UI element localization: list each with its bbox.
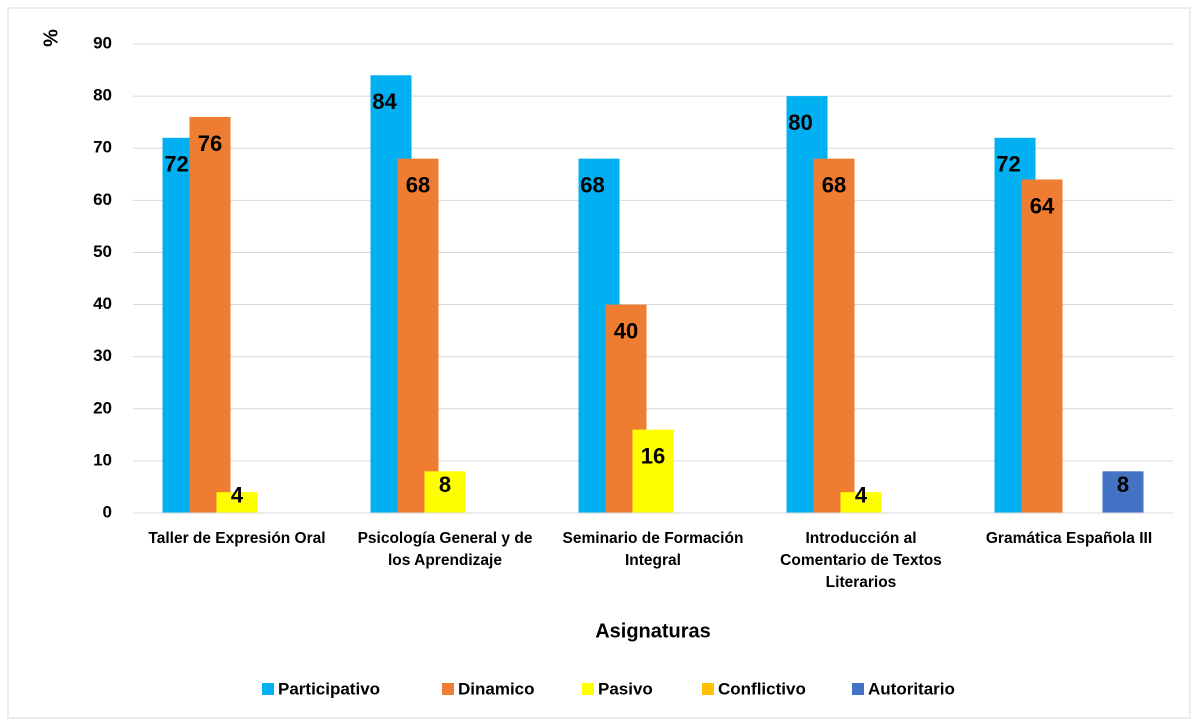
y-tick-label: 40	[93, 294, 112, 313]
y-tick-label: 80	[93, 86, 112, 105]
bar	[189, 116, 231, 513]
legend-label: Autoritario	[868, 679, 955, 698]
legend-swatch	[702, 683, 714, 695]
bar	[632, 429, 674, 513]
bar	[397, 158, 439, 513]
y-tick-label: 30	[93, 346, 112, 365]
legend-swatch	[582, 683, 594, 695]
y-tick-label: 60	[93, 190, 112, 209]
y-axis-title: %	[40, 29, 62, 47]
legend-label: Pasivo	[598, 679, 653, 698]
bar	[840, 492, 882, 513]
legend-swatch	[442, 683, 454, 695]
data-label: 84	[372, 89, 397, 114]
data-label: 8	[439, 472, 451, 497]
x-tick-label: Gramática Española III	[985, 530, 1153, 547]
x-axis-title: Asignaturas	[595, 620, 711, 642]
data-label: 76	[198, 131, 222, 156]
y-tick-label: 10	[93, 450, 112, 469]
bar	[1102, 471, 1144, 513]
legend-label: Dinamico	[458, 679, 535, 698]
data-label: 4	[855, 482, 868, 507]
legend-label: Conflictivo	[718, 679, 806, 698]
bar	[1021, 179, 1063, 513]
legend-swatch	[852, 683, 864, 695]
y-tick-label: 20	[93, 398, 112, 417]
y-tick-label: 0	[103, 502, 112, 521]
y-tick-label: 50	[93, 242, 112, 261]
data-label: 8	[1117, 472, 1129, 497]
bar	[424, 471, 466, 513]
x-tick-label: Seminario de Formación Integral	[562, 530, 744, 569]
x-tick-label: Psicología General y de los Aprendizaje	[357, 530, 533, 569]
data-label: 68	[406, 172, 430, 197]
legend-label: Participativo	[278, 679, 380, 698]
data-label: 72	[996, 152, 1020, 177]
data-label: 40	[614, 318, 638, 343]
data-label: 4	[231, 482, 244, 507]
x-tick-label: Taller de Expresión Oral	[148, 530, 326, 547]
y-tick-label: 90	[93, 33, 112, 52]
bar	[813, 158, 855, 513]
bar	[216, 492, 258, 513]
data-label: 68	[822, 172, 846, 197]
data-label: 72	[164, 152, 188, 177]
y-tick-label: 70	[93, 138, 112, 157]
data-label: 80	[788, 110, 812, 135]
data-label: 68	[580, 172, 604, 197]
legend-swatch	[262, 683, 274, 695]
x-tick-label: Introducción al Comentario de Textos Lit…	[780, 530, 942, 591]
data-label: 64	[1030, 193, 1055, 218]
data-label: 16	[641, 443, 665, 468]
